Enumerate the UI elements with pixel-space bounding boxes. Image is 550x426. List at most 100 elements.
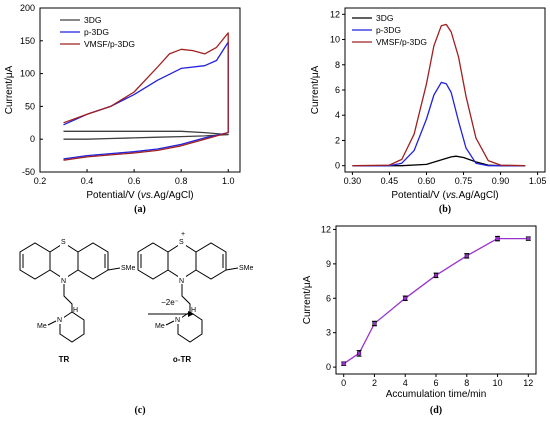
tr-n2-bg bbox=[56, 315, 64, 324]
otr-atom-s: S bbox=[179, 239, 184, 246]
otr-s-bg bbox=[178, 237, 186, 246]
tr-n-bg bbox=[60, 275, 68, 284]
panel-d-point bbox=[357, 351, 362, 356]
panel-d-xtick-label: 4 bbox=[403, 378, 408, 388]
panel-d-point bbox=[372, 321, 377, 326]
panel-b-ytick-label: 6 bbox=[335, 85, 340, 95]
otr-n2-bg bbox=[174, 315, 182, 324]
panel-b-ytick-label: 8 bbox=[335, 60, 340, 70]
panel-a-cv-chart: 0.2 0.4 0.6 0.8 1.0 -50 0 50 100 150 200 3DG p-3DG… bbox=[4, 3, 241, 215]
panel-a-xtick-label: 0.4 bbox=[81, 176, 94, 186]
panel-a-plot-frame bbox=[39, 7, 241, 173]
panel-b-legend: 3DG p-3DG VMSF/p-3DG bbox=[352, 13, 427, 47]
panel-b-dpv-chart: 0.30 0.45 0.60 0.75 0.90 1.05 0 2 4 6 8 10 12 3DG p-… bbox=[310, 7, 546, 215]
panel-b-line-vmsf-p-3dg bbox=[352, 23, 526, 167]
panel-d-ytick-label: 0 bbox=[326, 362, 331, 372]
arrow-label: −2e⁻ bbox=[161, 298, 179, 307]
panel-d-xtick-label: 6 bbox=[433, 378, 438, 388]
tr-sme-bond bbox=[107, 267, 121, 271]
otr-label: o-TR bbox=[173, 355, 191, 364]
legend-a-label-p3dg: p-3DG bbox=[84, 27, 109, 37]
tr-left-ring bbox=[19, 242, 51, 280]
panel-a-xtick-label: 0.2 bbox=[34, 176, 47, 186]
panel-b-xtick-label: 0.75 bbox=[455, 176, 473, 186]
panel-a-ytick-label: 50 bbox=[25, 101, 35, 111]
panel-b-xtick-label: 0.60 bbox=[418, 176, 436, 186]
panel-b-xtick-label: 0.45 bbox=[381, 176, 399, 186]
legend-b-label-vmsf: VMSF/p-3DG bbox=[376, 37, 427, 47]
panel-a-line-3dg bbox=[63, 130, 229, 140]
panel-b-ytick-label: 12 bbox=[330, 9, 340, 19]
panel-b-series bbox=[352, 23, 526, 167]
tr-label: TR bbox=[59, 355, 70, 364]
legend-b-label-p3dg: p-3DG bbox=[376, 25, 401, 35]
panel-a-ylabel: Current/μA bbox=[4, 65, 15, 114]
panel-a-series bbox=[63, 32, 229, 161]
panel-d-point bbox=[526, 236, 531, 241]
panel-a-xtick-label: 0.6 bbox=[128, 176, 141, 186]
panel-d-xtick-label: 0 bbox=[341, 378, 346, 388]
panel-a-line-p-3dg bbox=[63, 41, 229, 160]
otr-atom-n: N bbox=[179, 278, 184, 285]
otr-atom-me: Me bbox=[155, 323, 165, 330]
panel-d-point bbox=[464, 253, 469, 258]
panel-d-ylabel: Current/μA bbox=[302, 275, 313, 324]
tr-atom-s: S bbox=[61, 239, 66, 246]
panel-a-legend: 3DG p-3DG VMSF/p-3DG bbox=[60, 15, 135, 49]
panel-a-ytick-label: 0 bbox=[30, 134, 35, 144]
legend-a-label-vmsf: VMSF/p-3DG bbox=[84, 39, 135, 49]
panel-b-ticks: 0.30 0.45 0.60 0.75 0.90 1.05 0 2 4 6 8 10 12 bbox=[330, 9, 546, 186]
panel-a-xtick-label: 0.8 bbox=[175, 176, 188, 186]
panel-d-xtick-label: 2 bbox=[372, 378, 377, 388]
tr-s-bg bbox=[60, 237, 68, 246]
tr-me-bond bbox=[47, 320, 57, 326]
panel-b-xtick-label: 1.05 bbox=[529, 176, 547, 186]
otr-right-ring bbox=[195, 242, 227, 280]
panel-b-ytick-label: 10 bbox=[330, 35, 340, 45]
tr-structure: SMe S N N H Me TR bbox=[19, 237, 136, 364]
panel-d-xtick-label: 8 bbox=[464, 378, 469, 388]
panel-a-ytick-label: -50 bbox=[22, 167, 35, 177]
otr-atom-n2: N bbox=[175, 317, 180, 324]
otr-charge: + bbox=[181, 231, 185, 238]
panel-a-line-vmsf-p-3dg bbox=[63, 32, 229, 161]
panel-d-xlabel: Accumulation time/min bbox=[386, 389, 487, 400]
panel-b-ylabel: Current/μA bbox=[310, 65, 321, 114]
panel-b-ytick-label: 0 bbox=[335, 161, 340, 171]
legend-a-label-3dg: 3DG bbox=[84, 15, 101, 25]
panel-d-plot-frame bbox=[335, 225, 537, 375]
panel-a-xlabel: Potential/V (vs.Ag/AgCl) bbox=[86, 190, 193, 201]
caption-c: (c) bbox=[134, 405, 145, 416]
panel-a-ticks: 0.2 0.4 0.6 0.8 1.0 -50 0 50 100 150 200 bbox=[20, 3, 235, 186]
panel-d-xtick-label: 12 bbox=[523, 378, 533, 388]
otr-ethyl-chain bbox=[181, 284, 191, 312]
panel-b-line-p-3dg bbox=[352, 81, 526, 167]
panel-d-ytick-label: 12 bbox=[321, 224, 331, 234]
panel-d-time-chart: 0 2 4 6 8 10 12 0 3 6 9 12 Current/μA Accumulation … bbox=[302, 224, 537, 416]
caption-d: (d) bbox=[430, 405, 442, 416]
tr-atom-me: Me bbox=[37, 323, 47, 330]
panel-d-point bbox=[433, 273, 439, 278]
caption-b: (b) bbox=[439, 204, 451, 215]
panel-b-plot-frame bbox=[344, 7, 546, 173]
panel-a-ytick-label: 100 bbox=[20, 69, 35, 79]
panel-b-ytick-label: 4 bbox=[335, 110, 340, 120]
panel-d-point bbox=[341, 361, 346, 366]
panel-a-ytick-label: 150 bbox=[20, 36, 35, 46]
tr-right-ring bbox=[77, 242, 109, 280]
tr-atom-h: H bbox=[73, 307, 78, 314]
otr-left-ring bbox=[137, 242, 169, 280]
panel-d-ytick-label: 3 bbox=[326, 328, 331, 338]
tr-ethyl-chain bbox=[63, 284, 73, 312]
otr-atom-h: H bbox=[191, 307, 196, 314]
panel-d-ticks: 0 2 4 6 8 10 12 0 3 6 9 12 bbox=[321, 224, 533, 388]
panel-b-xtick-label: 0.90 bbox=[492, 176, 510, 186]
panel-d-point bbox=[495, 236, 500, 241]
tr-atom-n2: N bbox=[57, 317, 62, 324]
panel-b-xtick-label: 0.30 bbox=[344, 176, 362, 186]
panel-d-ytick-label: 6 bbox=[326, 293, 331, 303]
panel-d-xtick-label: 10 bbox=[493, 378, 503, 388]
panel-b-ytick-label: 2 bbox=[335, 135, 340, 145]
otr-me-bond bbox=[165, 320, 175, 326]
